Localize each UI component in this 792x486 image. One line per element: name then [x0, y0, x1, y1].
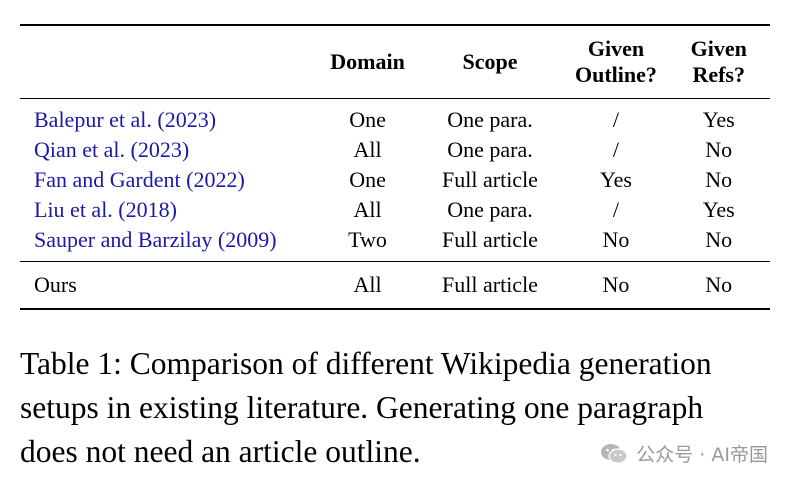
- header-given-outline-line1: Given: [587, 36, 645, 61]
- cell-domain: Two: [348, 227, 387, 252]
- cell-work-ours: Ours: [34, 272, 77, 297]
- cell-given-outline: /: [612, 137, 620, 162]
- table-row: Fan and Gardent (2022) One Full article …: [20, 165, 770, 195]
- table-row: Sauper and Barzilay (2009) Two Full arti…: [20, 225, 770, 262]
- caption-line: does not need an article outline.: [20, 434, 421, 469]
- citation-link[interactable]: Sauper and Barzilay (2009): [34, 227, 277, 252]
- cell-domain: All: [353, 137, 382, 162]
- cell-scope: Full article: [442, 227, 538, 252]
- cell-domain: One: [349, 107, 386, 132]
- header-domain: Domain: [330, 49, 405, 74]
- table-header-row: Domain Scope Given Outline? Given Refs?: [20, 25, 770, 99]
- header-scope: Scope: [462, 49, 518, 74]
- cell-domain: One: [349, 167, 386, 192]
- cell-given-outline: No: [602, 272, 630, 297]
- cell-given-outline: No: [602, 227, 630, 252]
- header-given-refs-line2: Refs?: [692, 62, 745, 87]
- comparison-table-container: Domain Scope Given Outline? Given Refs? …: [20, 24, 770, 310]
- header-given-outline: Given Outline?: [565, 25, 668, 99]
- cell-given-refs: No: [705, 167, 733, 192]
- citation-link[interactable]: Balepur et al. (2023): [34, 107, 217, 132]
- citation-link[interactable]: Liu et al. (2018): [34, 197, 177, 222]
- cell-scope: One para.: [447, 137, 533, 162]
- table-row: Balepur et al. (2023) One One para. / Ye…: [20, 98, 770, 136]
- cell-given-refs: No: [705, 272, 733, 297]
- watermark-text: 公众号 · AI帝国: [636, 444, 768, 466]
- table-caption: Table 1: Comparison of different Wikiped…: [20, 342, 780, 474]
- caption-line: Table 1: Comparison of different Wikiped…: [20, 346, 712, 381]
- cell-given-refs: No: [705, 137, 733, 162]
- citation-link[interactable]: Fan and Gardent (2022): [34, 167, 245, 192]
- cell-scope: One para.: [447, 107, 533, 132]
- header-given-refs: Given Refs?: [667, 25, 770, 99]
- watermark: 公众号 · AI帝国: [600, 440, 768, 467]
- cell-domain: All: [353, 197, 382, 222]
- table-row: Liu et al. (2018) All One para. / Yes: [20, 195, 770, 225]
- cell-scope: Full article: [442, 167, 538, 192]
- cell-given-refs: No: [705, 227, 733, 252]
- cell-domain: All: [353, 272, 382, 297]
- wechat-icon: [601, 443, 628, 464]
- cell-given-refs: Yes: [702, 197, 735, 222]
- table-row: Qian et al. (2023) All One para. / No: [20, 135, 770, 165]
- cell-scope: One para.: [447, 197, 533, 222]
- cell-given-outline: /: [612, 107, 620, 132]
- cell-given-outline: Yes: [599, 167, 632, 192]
- cell-given-outline: /: [612, 197, 620, 222]
- comparison-table: Domain Scope Given Outline? Given Refs? …: [20, 24, 770, 310]
- cell-scope: Full article: [442, 272, 538, 297]
- caption-line: setups in existing literature. Generatin…: [20, 390, 704, 425]
- header-work: [20, 25, 320, 99]
- header-given-refs-line1: Given: [690, 36, 747, 61]
- citation-link[interactable]: Qian et al. (2023): [34, 137, 190, 162]
- header-given-outline-line2: Outline?: [575, 62, 657, 87]
- table-row-ours: Ours All Full article No No: [20, 261, 770, 309]
- cell-given-refs: Yes: [702, 107, 735, 132]
